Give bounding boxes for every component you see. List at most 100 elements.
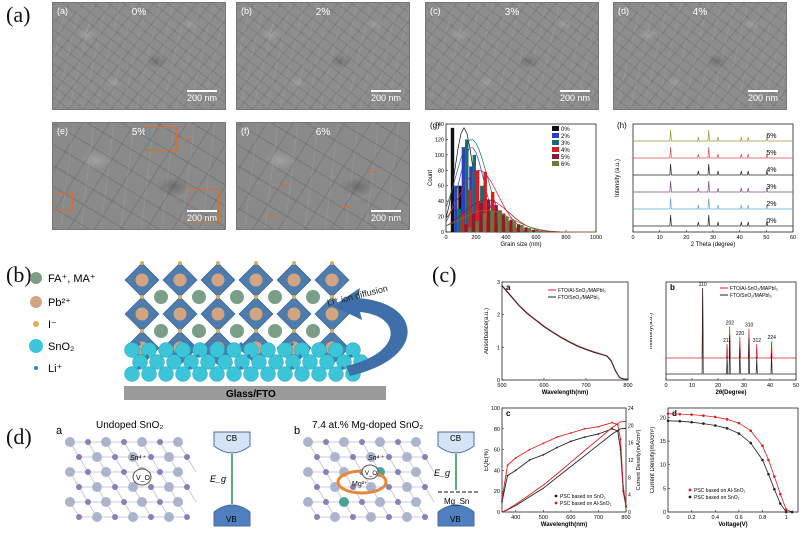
- scale-bar: 200 nm: [371, 90, 401, 103]
- panel-d-b-title: 7.4 at.% Mg-doped SnO₂: [312, 420, 423, 431]
- eqe-point: [501, 498, 503, 501]
- sno2-sphere: [260, 342, 276, 358]
- sno2-sphere: [294, 342, 310, 358]
- sno2-sphere: [192, 366, 208, 382]
- jv-point: [784, 510, 788, 514]
- histogram-bar: [520, 225, 524, 232]
- eqe-point: [501, 500, 503, 503]
- subpanel-letter: a: [506, 283, 511, 292]
- eqe-point: [597, 425, 600, 428]
- xrd-trace: [633, 146, 793, 159]
- sem-pct: 2%: [315, 7, 331, 18]
- lattice-atom: [402, 482, 412, 492]
- li-ion: [239, 342, 243, 346]
- sno2-sphere: [243, 366, 259, 382]
- valence-band-b: [437, 504, 475, 527]
- li-ion: [188, 366, 192, 370]
- x-tick-label: 0.2: [688, 515, 696, 521]
- legend-label: FTO/Al-SnO₂/MAPbI₃: [730, 286, 778, 292]
- iodide-ion: [140, 261, 144, 265]
- xrd-trace-label: 5%: [766, 150, 776, 157]
- panel-d-a-title: Undoped SnO₂: [96, 420, 163, 431]
- y-tick-label: 2: [497, 313, 500, 319]
- pb-ion: [325, 307, 339, 321]
- jv-point: [767, 458, 770, 462]
- sno2-sphere: [345, 342, 361, 358]
- arrow-marker: [367, 171, 376, 172]
- xrd-pattern-chart: (h) 0 10 20 30 40 50 60 2 Theta (degree) Intensi…: [615, 121, 796, 248]
- sno2-sphere: [268, 354, 284, 370]
- lattice-atom: [386, 514, 392, 520]
- jv-point: [778, 502, 782, 505]
- lattice-atom: [314, 454, 320, 460]
- histogram-bar: [457, 208, 461, 232]
- y-tick-label: 100: [435, 153, 444, 159]
- lattice-atom: [375, 437, 385, 447]
- eqe-point: [569, 432, 572, 434]
- eqe-point: [622, 485, 625, 487]
- lattice-atom: [121, 469, 127, 475]
- lattice-atom: [137, 437, 147, 447]
- lattice-atom: [395, 439, 401, 445]
- x-axis-label: Grain size (nm): [500, 242, 541, 248]
- cation-sphere: [192, 324, 206, 338]
- sno2-sphere: [124, 342, 140, 358]
- row-label-d: (d): [6, 424, 32, 449]
- x-tick-label: 1000: [590, 235, 602, 241]
- sno2-sphere: [260, 366, 276, 382]
- lattice-atom: [92, 452, 102, 462]
- x-tick-label: 0: [444, 235, 447, 241]
- lattice-atom: [128, 512, 138, 522]
- histogram-bar: [531, 229, 536, 232]
- lattice-atom: [323, 439, 329, 445]
- row-label-c: (c): [432, 262, 457, 287]
- lattice-atom: [411, 467, 421, 477]
- sno2-sphere: [328, 342, 344, 358]
- legend-label: PSC based on SnO₂: [560, 494, 606, 500]
- li-ion: [239, 366, 243, 370]
- lattice-atom: [314, 514, 320, 520]
- lattice-atom: [112, 514, 118, 520]
- jv-point: [725, 418, 729, 421]
- highlight-box: [145, 127, 177, 151]
- x-tick-label: 700: [581, 383, 590, 389]
- x-tick-label: 30: [710, 235, 716, 241]
- peak-hkl-label: 202: [726, 321, 735, 327]
- sno2-sphere: [226, 366, 242, 382]
- li-legend-marker: [34, 366, 38, 370]
- iodide-ion: [216, 329, 220, 333]
- lattice-atom: [411, 437, 421, 447]
- sem-label: (b): [241, 6, 252, 16]
- subpanel-letter: c: [506, 409, 511, 418]
- sno2-sphere: [175, 342, 191, 358]
- li-ion: [188, 342, 192, 346]
- histogram-bar: [482, 213, 487, 232]
- legend-i: I⁻: [48, 319, 57, 331]
- lattice-atom: [303, 497, 313, 507]
- jv-point: [713, 424, 717, 427]
- y-tick-label: 20: [494, 489, 500, 495]
- lattice-atom: [402, 452, 412, 462]
- histogram-bar: [539, 231, 543, 232]
- scale-text: 200 nm: [186, 93, 217, 103]
- scale-text: 200 nm: [559, 93, 590, 103]
- histogram-bar: [465, 139, 469, 232]
- eqe-point: [514, 469, 517, 472]
- highlight-box: [55, 193, 73, 211]
- jv-point: [749, 441, 753, 445]
- lattice-atom: [137, 497, 147, 507]
- sem-pct: 3%: [504, 7, 520, 18]
- cation-sphere: [306, 290, 320, 304]
- lattice-atom: [395, 469, 401, 475]
- lattice-atom: [76, 484, 82, 490]
- sem-image-3pct: (c) 3% 200 nm: [425, 2, 599, 110]
- eqe-curve: [501, 422, 627, 506]
- legend-pb: Pb²⁺: [48, 297, 71, 309]
- histogram-bar: [497, 211, 502, 232]
- iodide-ion: [216, 261, 220, 265]
- jv-point: [666, 419, 670, 423]
- histogram-bar: [471, 212, 476, 232]
- y-tick-label: 5: [663, 486, 666, 492]
- pb-ion: [287, 273, 301, 287]
- li-ion: [247, 354, 251, 358]
